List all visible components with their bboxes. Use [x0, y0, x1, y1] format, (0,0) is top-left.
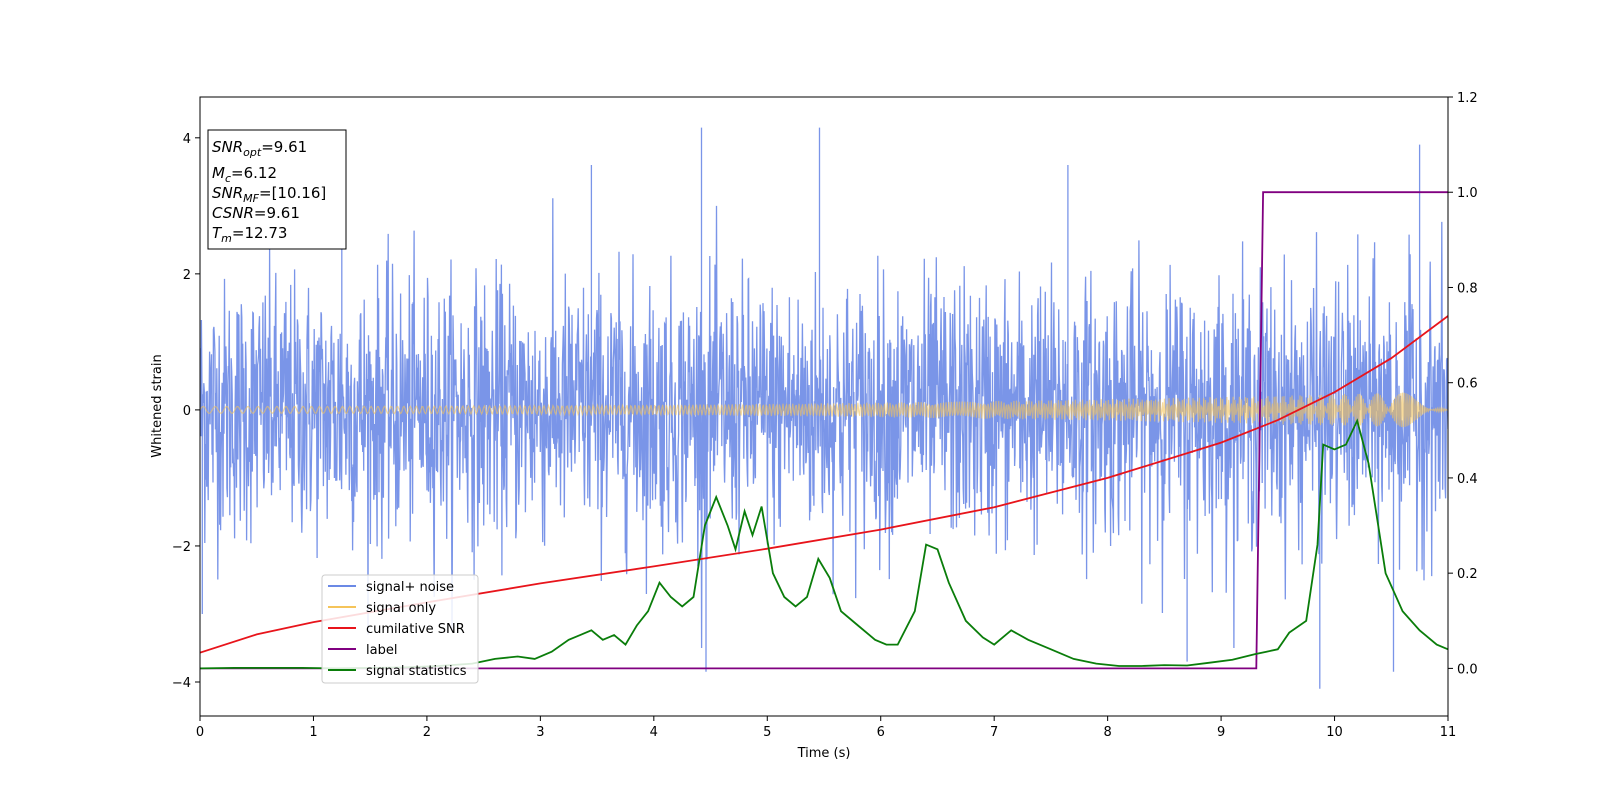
- y2-tick-label: 0.4: [1457, 472, 1478, 487]
- legend-item-signal-statistics: signal statistics: [328, 664, 467, 679]
- y2-tick-label: 1.0: [1457, 186, 1478, 201]
- info-box-frame: [207, 129, 347, 250]
- x-tick-label: 5: [763, 725, 771, 740]
- legend-frame: [321, 574, 479, 684]
- y-tick-label: 0: [183, 404, 191, 419]
- x-tick-label: 10: [1326, 725, 1343, 740]
- y-tick-label: 4: [183, 132, 191, 147]
- legend-label-signal-noise: signal+ noise: [366, 580, 454, 595]
- csnr-annotation: CSNR=9.61: [212, 204, 300, 222]
- plot-frame: [199, 96, 1449, 717]
- legend: signal+ noise signal only cumilative SNR…: [321, 574, 479, 684]
- x-axis-label: Time (s): [797, 746, 851, 761]
- axes: 0 1 2 3 4 5 6 7 8 9 10 11 −4 −2 0 2 4 0.0 0.2 0.4 0.6 0.8 1.0 1…: [172, 91, 1478, 740]
- x-tick-label: 8: [1103, 725, 1111, 740]
- y-tick-label: −4: [172, 676, 191, 691]
- legend-item-signal-only: signal only: [328, 601, 436, 616]
- legend-label-label: label: [366, 643, 397, 658]
- y-tick-label: −2: [172, 540, 191, 555]
- snr-mf-annotation: SNRMF=[10.16]: [212, 184, 326, 205]
- series-signal-only-line: [200, 392, 1448, 428]
- y2-tick-label: 0.2: [1457, 567, 1478, 582]
- legend-item-label: label: [328, 643, 397, 658]
- x-tick-label: 0: [196, 725, 204, 740]
- y2-tick-label: 0.8: [1457, 281, 1478, 296]
- x-tick-label: 1: [309, 725, 317, 740]
- legend-label-cumulative-snr: cumilative SNR: [366, 622, 465, 637]
- x-tick-label: 6: [877, 725, 885, 740]
- tm-annotation: Tm=12.73: [212, 224, 287, 245]
- legend-label-signal-only: signal only: [366, 601, 436, 616]
- y2-tick-label: 1.2: [1457, 91, 1478, 106]
- x-tick-label: 11: [1440, 725, 1457, 740]
- y2-tick-label: 0.6: [1457, 377, 1478, 392]
- mc-annotation: Mc=6.12: [212, 164, 277, 185]
- legend-item-signal-noise: signal+ noise: [328, 580, 454, 595]
- snr-opt-annotation: SNRopt=9.61: [212, 138, 307, 159]
- info-box: SNRopt=9.61 Mc=6.12 SNRMF=[10.16] CSNR=9…: [207, 129, 347, 250]
- x-tick-label: 2: [423, 725, 431, 740]
- y2-tick-label: 0.0: [1457, 662, 1478, 677]
- x-tick-label: 9: [1217, 725, 1225, 740]
- legend-label-signal-statistics: signal statistics: [366, 664, 467, 679]
- x-tick-label: 3: [536, 725, 544, 740]
- x-tick-label: 7: [990, 725, 998, 740]
- series-signal-statistics-line: [200, 418, 1448, 670]
- series-signal-noise-line: [200, 127, 1448, 689]
- y-axis-label: Whitened strain: [150, 354, 165, 457]
- series-label-line: [200, 191, 1448, 670]
- x-tick-label: 4: [650, 725, 658, 740]
- legend-item-cumulative-snr: cumilative SNR: [328, 622, 465, 637]
- y-tick-label: 2: [183, 268, 191, 283]
